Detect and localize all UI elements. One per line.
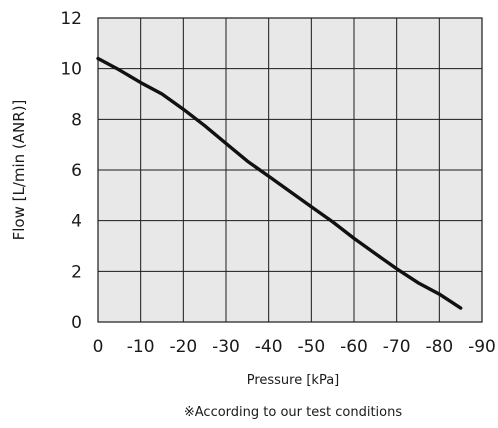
x-tick-label: -30 — [212, 337, 240, 357]
x-tick-label: 0 — [93, 337, 104, 357]
y-tick-label: 0 — [71, 313, 82, 333]
x-tick-label: -70 — [383, 337, 411, 357]
tick-labels: 0 2 4 6 8 10 12 0 -10 -20 -30 -40 -50 -60 -70 -80 -90 — [60, 9, 496, 357]
y-tick-label: 2 — [71, 262, 82, 282]
flow-series-line — [96, 56, 463, 310]
y-axis-label: Flow [L/min (ANR)] — [10, 100, 28, 241]
x-tick-label: -50 — [297, 337, 325, 357]
x-axis-label: Pressure [kPa] — [247, 373, 340, 388]
test-conditions-note: ※According to our test conditions — [184, 405, 402, 420]
x-tick-label: -10 — [127, 337, 155, 357]
x-tick-label: -40 — [255, 337, 283, 357]
series-layer — [96, 56, 463, 310]
y-tick-label: 6 — [71, 161, 82, 181]
y-tick-label: 8 — [71, 110, 82, 130]
grid — [98, 18, 482, 322]
y-tick-label: 10 — [60, 60, 82, 80]
x-tick-label: -90 — [468, 337, 496, 357]
x-tick-label: -60 — [340, 337, 368, 357]
y-tick-label: 12 — [60, 9, 82, 29]
x-tick-label: -80 — [425, 337, 453, 357]
x-tick-label: -20 — [169, 337, 197, 357]
plot-frame — [97, 17, 483, 323]
y-tick-label: 4 — [71, 212, 82, 232]
